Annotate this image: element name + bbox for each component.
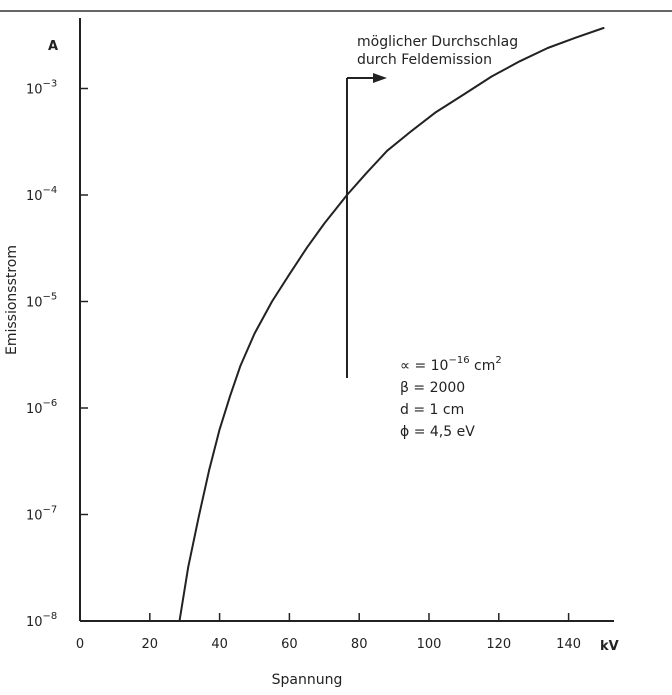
param-symbol: ∝ [400,358,410,374]
x-tick-label: 80 [351,637,368,652]
y-tick-exponent: −7 [43,505,58,516]
data-point [271,300,273,303]
y-unit-label: A [48,39,58,54]
data-point [365,172,367,175]
data-point [386,150,388,152]
param-exponent: −16 [448,355,469,366]
param-unit-exponent: 2 [495,355,501,366]
x-tick-label: 20 [142,637,159,652]
y-tick-exponent: −4 [43,185,58,196]
y-tick-label: 10−3 [26,79,57,98]
y-tick-exponent: −5 [43,292,58,303]
axes [79,18,614,622]
param-symbol: ϕ [400,424,409,440]
y-tick-label: 10−6 [26,398,57,417]
x-tick-label: 60 [281,637,298,652]
param-symbol: β [400,380,409,396]
data-point [187,566,189,569]
param-value: = 2000 [409,380,465,396]
param-line: d = 1 cm [400,402,464,418]
data-point [602,27,605,29]
data-point [518,60,521,63]
arrow-right-icon [372,73,387,83]
x-axis-title: Spannung [272,672,343,688]
data-point [323,222,326,225]
param-value: = 4,5 eV [409,424,475,440]
data-point [306,246,308,249]
x-tick-label: 40 [211,637,228,652]
x-unit-label: kV [600,639,619,654]
param-value: = 10 [410,358,448,374]
data-point [229,395,231,397]
param-line: ϕ = 4,5 eV [400,424,475,440]
data-point [435,111,437,113]
x-tick-label: 120 [486,637,511,652]
data-point [546,47,549,49]
y-tick-exponent: −3 [43,79,58,90]
data-point [574,36,577,39]
y-tick-label: 10−4 [26,185,57,204]
param-unit: cm [470,358,496,374]
data-point [208,469,210,472]
y-tick-label: 10−8 [26,611,57,630]
y-tick-label: 10−7 [26,505,57,524]
y-tick-exponent: −8 [43,611,58,622]
data-point [218,428,221,431]
series-layer [178,27,605,622]
series-line-0 [178,27,605,622]
breakdown-annotation-line1: möglicher Durchschlag [357,34,518,50]
param-symbol: d [400,402,409,418]
x-tick-label: 0 [76,637,84,652]
param-line: β = 2000 [400,380,465,396]
data-point [197,516,200,518]
y-axis-title: Emissionsstrom [4,245,20,355]
data-point [178,620,181,622]
y-tick-exponent: −6 [43,398,58,409]
y-tick-label: 10−5 [26,292,57,311]
tick-marks: 0 20 40 60 80 100 120 140 10−8 10−7 10−6 10−5 10−4 10… [26,79,581,653]
data-point [253,332,256,335]
breakdown-annotation-line2: durch Feldemission [357,52,492,68]
data-point [463,93,465,96]
param-line: ∝ = 10−16 cm2 [400,355,502,374]
data-point [288,273,291,276]
param-value: = 1 cm [409,402,464,418]
data-point [239,364,242,367]
data-point [410,130,413,132]
x-tick-label: 140 [556,637,581,652]
x-tick-label: 100 [417,637,442,652]
data-point [491,75,493,78]
